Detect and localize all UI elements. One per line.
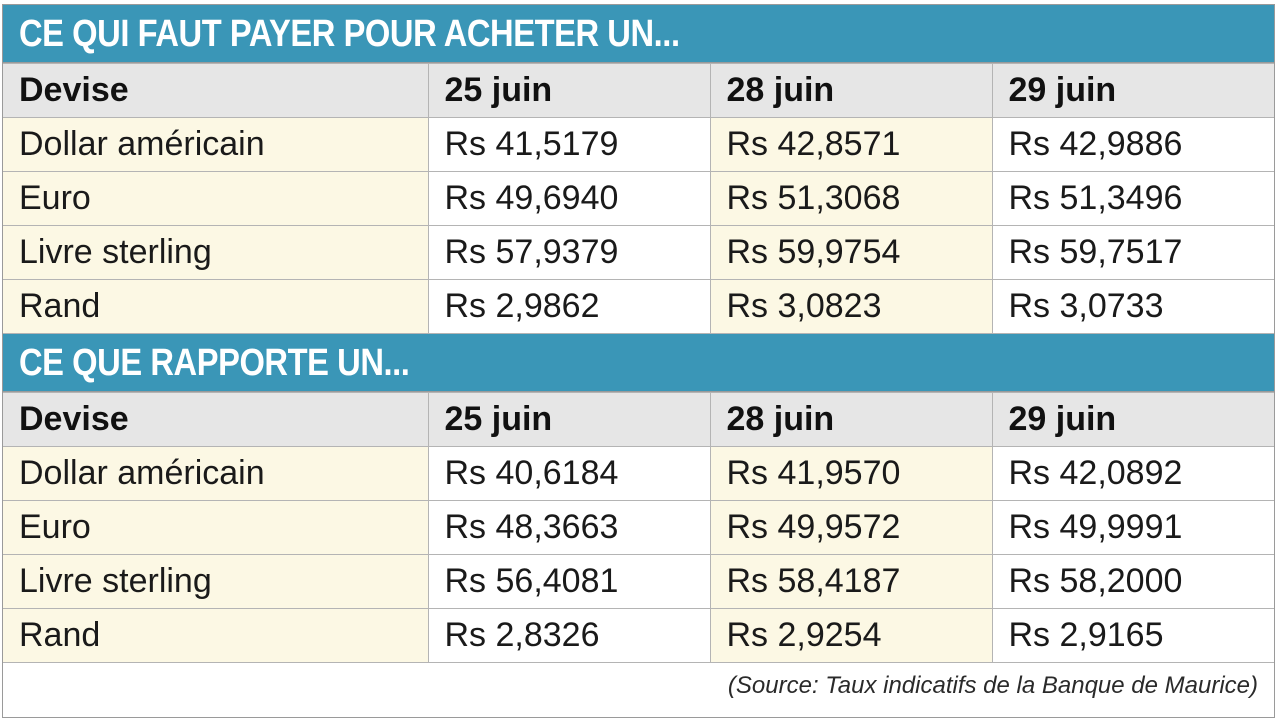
table-row: Livre sterling Rs 56,4081 Rs 58,4187 Rs … (3, 554, 1274, 609)
col-header-date: 28 juin (709, 63, 993, 118)
currency-name: Dollar américain (3, 446, 429, 501)
rate-cell: Rs 49,9991 (991, 500, 1274, 555)
rate-cell: Rs 3,0733 (991, 279, 1274, 334)
currency-name: Euro (3, 171, 429, 226)
rate-cell: Rs 49,6940 (427, 171, 711, 226)
table-row: Dollar américain Rs 40,6184 Rs 41,9570 R… (3, 446, 1274, 501)
rate-cell: Rs 42,9886 (991, 117, 1274, 172)
table-row: Dollar américain Rs 41,5179 Rs 42,8571 R… (3, 117, 1274, 172)
col-header-currency: Devise (3, 392, 429, 447)
currency-name: Euro (3, 500, 429, 555)
rate-cell: Rs 3,0823 (709, 279, 993, 334)
table-row: Rand Rs 2,9862 Rs 3,0823 Rs 3,0733 (3, 279, 1274, 334)
buy-rates-table: Devise 25 juin 28 juin 29 juin Dollar am… (3, 63, 1274, 334)
currency-name: Dollar américain (3, 117, 429, 172)
rate-cell: Rs 51,3068 (709, 171, 993, 226)
exchange-rate-table: CE QUI FAUT PAYER POUR ACHETER UN... Dev… (2, 4, 1275, 718)
col-header-currency: Devise (3, 63, 429, 118)
rate-cell: Rs 59,7517 (991, 225, 1274, 280)
currency-name: Livre sterling (3, 554, 429, 609)
rate-cell: Rs 42,8571 (709, 117, 993, 172)
rate-cell: Rs 59,9754 (709, 225, 993, 280)
rate-cell: Rs 51,3496 (991, 171, 1274, 226)
col-header-date: 28 juin (709, 392, 993, 447)
table-row: Rand Rs 2,8326 Rs 2,9254 Rs 2,9165 (3, 608, 1274, 663)
currency-name: Rand (3, 608, 429, 663)
currency-name: Rand (3, 279, 429, 334)
rate-cell: Rs 58,2000 (991, 554, 1274, 609)
col-header-date: 25 juin (427, 392, 711, 447)
section-title-buy-text: CE QUI FAUT PAYER POUR ACHETER UN... (19, 13, 680, 55)
rate-cell: Rs 40,6184 (427, 446, 711, 501)
rate-cell: Rs 42,0892 (991, 446, 1274, 501)
table-row: Euro Rs 48,3663 Rs 49,9572 Rs 49,9991 (3, 500, 1274, 555)
header-row: Devise 25 juin 28 juin 29 juin (3, 392, 1274, 447)
source-note: (Source: Taux indicatifs de la Banque de… (727, 672, 1258, 699)
rate-cell: Rs 2,9165 (991, 608, 1274, 663)
rate-cell: Rs 58,4187 (709, 554, 993, 609)
table-row: Livre sterling Rs 57,9379 Rs 59,9754 Rs … (3, 225, 1274, 280)
section-title-sell-text: CE QUE RAPPORTE UN... (19, 342, 410, 384)
rate-cell: Rs 2,9254 (709, 608, 993, 663)
table-row: Euro Rs 49,6940 Rs 51,3068 Rs 51,3496 (3, 171, 1274, 226)
header-row: Devise 25 juin 28 juin 29 juin (3, 63, 1274, 118)
section-title-sell: CE QUE RAPPORTE UN... (3, 334, 1274, 392)
rate-cell: Rs 48,3663 (427, 500, 711, 555)
col-header-date: 29 juin (991, 63, 1274, 118)
rate-cell: Rs 57,9379 (427, 225, 711, 280)
sell-rates-table: Devise 25 juin 28 juin 29 juin Dollar am… (3, 392, 1274, 663)
currency-name: Livre sterling (3, 225, 429, 280)
rate-cell: Rs 41,5179 (427, 117, 711, 172)
rate-cell: Rs 56,4081 (427, 554, 711, 609)
rate-cell: Rs 41,9570 (709, 446, 993, 501)
rate-cell: Rs 49,9572 (709, 500, 993, 555)
section-title-buy: CE QUI FAUT PAYER POUR ACHETER UN... (3, 5, 1274, 63)
col-header-date: 25 juin (427, 63, 711, 118)
rate-cell: Rs 2,8326 (427, 608, 711, 663)
col-header-date: 29 juin (991, 392, 1274, 447)
rate-cell: Rs 2,9862 (427, 279, 711, 334)
